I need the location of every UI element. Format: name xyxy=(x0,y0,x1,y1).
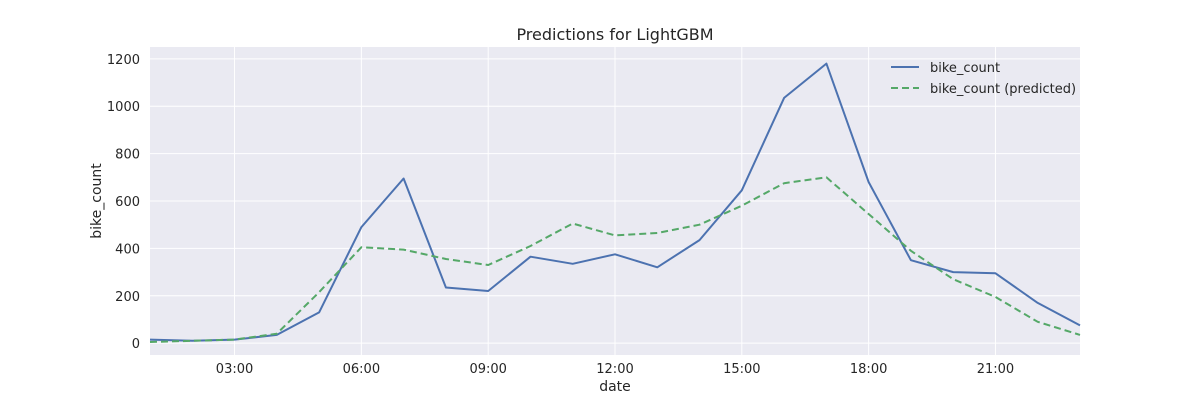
x-tick-label: 03:00 xyxy=(216,362,253,377)
y-tick-label: 0 xyxy=(132,337,140,352)
y-tick-label: 600 xyxy=(115,195,140,210)
x-tick-label: 21:00 xyxy=(977,362,1014,377)
legend: bike_count bike_count (predicted) xyxy=(891,61,1076,97)
x-axis-label: date xyxy=(599,379,631,395)
y-tick-label: 1000 xyxy=(107,100,140,115)
y-tick-label: 200 xyxy=(115,290,140,305)
series-line-bike-count xyxy=(149,62,1081,342)
x-tick-label: 18:00 xyxy=(850,362,887,377)
x-tick-label: 06:00 xyxy=(343,362,380,377)
y-tick-label: 800 xyxy=(115,148,140,163)
y-tick-label: 400 xyxy=(115,242,140,257)
x-tick-label: 15:00 xyxy=(723,362,760,377)
x-tick-label: 09:00 xyxy=(469,362,506,377)
grid xyxy=(150,47,1080,355)
series-line-bike-count-predicted xyxy=(149,176,1081,343)
legend-label-bike-count-predicted: bike_count (predicted) xyxy=(930,82,1076,97)
legend-label-bike-count: bike_count xyxy=(930,61,1000,76)
chart-title: Predictions for LightGBM xyxy=(516,25,713,44)
y-axis: 0 200 400 600 800 1000 1200 xyxy=(107,53,140,352)
series-layer xyxy=(149,62,1081,343)
y-axis-label: bike_count xyxy=(89,163,105,239)
x-axis: 03:00 06:00 09:00 12:00 15:00 18:00 21:00 xyxy=(216,362,1014,377)
x-tick-label: 12:00 xyxy=(596,362,633,377)
y-tick-label: 1200 xyxy=(107,53,140,68)
